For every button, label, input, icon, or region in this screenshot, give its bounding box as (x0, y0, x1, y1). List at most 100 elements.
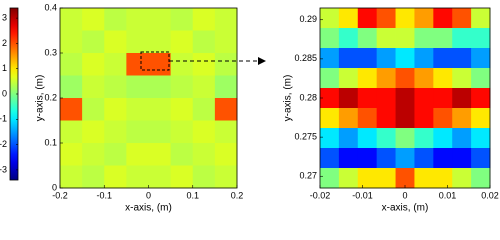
heatmap-cell (214, 165, 238, 189)
x-tick-label: -0.02 (310, 190, 331, 200)
heatmap-cell (414, 88, 434, 109)
heatmap-cell (126, 30, 149, 54)
heatmap-cell (148, 165, 172, 189)
heatmap-cell (452, 68, 472, 89)
heatmap-cell (433, 48, 453, 69)
x-tick-label: 0 (402, 190, 407, 200)
colorbar-tick-label: -2 (0, 139, 7, 149)
heatmap-cell (395, 148, 415, 169)
x-axis-label: x-axis, (m) (382, 203, 429, 214)
heatmap-cell (357, 88, 378, 109)
heatmap-cell (414, 8, 434, 29)
heatmap-cell (126, 165, 149, 189)
heatmap-cell (433, 148, 453, 169)
heatmap-cell (338, 68, 359, 89)
heatmap-cell (357, 48, 378, 69)
heatmap-cell (414, 128, 434, 149)
heatmap-cell (126, 98, 149, 121)
heatmap-cell (104, 75, 127, 99)
heatmap-cell (376, 68, 396, 89)
heatmap-cell (395, 68, 415, 89)
heatmap-cell (192, 120, 216, 144)
heatmap-cell (104, 8, 127, 31)
heatmap-cell (452, 128, 472, 149)
heatmap-cell (395, 28, 415, 49)
x-tick-label: -0.2 (52, 190, 68, 200)
heatmap-cell (214, 8, 238, 31)
heatmap-cell (452, 88, 472, 109)
y-tick-label: 0.28 (299, 92, 317, 102)
heatmap-cell (433, 8, 453, 29)
heatmap-cell (452, 148, 472, 169)
heatmap-cell (338, 148, 359, 169)
colorbar-tick-label: -1 (0, 114, 7, 124)
heatmap-cell (320, 108, 340, 129)
y-tick-label: 0.2 (44, 92, 57, 102)
heatmap-cell (192, 53, 216, 76)
heatmap-cell (214, 53, 238, 76)
x-tick-label: -0.1 (96, 190, 112, 200)
heatmap-cell (471, 48, 491, 69)
heatmap-cell (214, 98, 238, 121)
heatmap-cell (126, 75, 149, 99)
heatmap-cell (433, 28, 453, 49)
y-axis-label: y-axis, (m) (283, 75, 294, 122)
heatmap-cell (357, 108, 378, 129)
heatmap-cell (338, 48, 359, 69)
heatmap-cell (104, 98, 127, 121)
heatmap-cell (376, 8, 396, 29)
heatmap-cell (395, 8, 415, 29)
heatmap-cell (82, 120, 105, 144)
heatmap-cell (192, 75, 216, 99)
heatmap-cell (338, 168, 359, 189)
heatmap-cell (376, 48, 396, 69)
heatmap-cell (357, 68, 378, 89)
heatmap-cell (148, 53, 172, 76)
heatmap-cell (452, 8, 472, 29)
heatmap-cell (376, 168, 396, 189)
heatmap-cell (320, 48, 340, 69)
heatmap-cell (433, 108, 453, 129)
heatmap-cell (148, 8, 172, 31)
figure: -3 -2 -1 0 1 2 3 -0.2 -0.1 0 0.1 0.2 0 0.1 0.2 0.3 0.4 x-… (0, 2, 499, 214)
heatmap-cell (433, 168, 453, 189)
colorbar-tick-label: 2 (2, 38, 7, 48)
heatmap-cell (148, 120, 172, 144)
heatmap-cell (192, 8, 216, 31)
heatmap-cell (320, 68, 340, 89)
y-axis-label: y-axis, (m) (35, 75, 46, 122)
heatmap-cell (471, 168, 491, 189)
heatmap-cell (170, 98, 194, 121)
heatmap-cell (126, 8, 149, 31)
heatmap-cell (60, 75, 83, 99)
y-tick-label: 0.27 (299, 171, 317, 181)
heatmap-cell (395, 168, 415, 189)
heatmap-cell (82, 165, 105, 189)
x-tick-label: -0.01 (352, 190, 373, 200)
heatmap-cell (471, 28, 491, 49)
heatmap-cell (170, 120, 194, 144)
heatmap-cell (357, 28, 378, 49)
heatmap-cell (320, 88, 340, 109)
heatmap-cell (192, 165, 216, 189)
heatmap-cell (148, 143, 172, 166)
x-tick-label: 0 (146, 190, 151, 200)
heatmap-cell (60, 143, 83, 166)
heatmap-cell (214, 30, 238, 54)
heatmap-cell (357, 148, 378, 169)
heatmap-cell (170, 8, 194, 31)
y-tick-label: 0.29 (299, 14, 317, 24)
heatmap-cell (338, 28, 359, 49)
heatmap-cell (192, 143, 216, 166)
heatmap-cell (338, 128, 359, 149)
heatmap-cell (60, 30, 83, 54)
heatmap-cell (82, 8, 105, 31)
heatmap-cell (148, 98, 172, 121)
heatmap-cell (170, 165, 194, 189)
heatmap-cell (357, 8, 378, 29)
x-tick-label: 0.1 (186, 190, 199, 200)
heatmap-cell (60, 53, 83, 76)
x-axis-label: x-axis, (m) (125, 203, 172, 214)
heatmap-cell (126, 53, 149, 76)
colorbar-tick-label: 1 (2, 63, 7, 73)
